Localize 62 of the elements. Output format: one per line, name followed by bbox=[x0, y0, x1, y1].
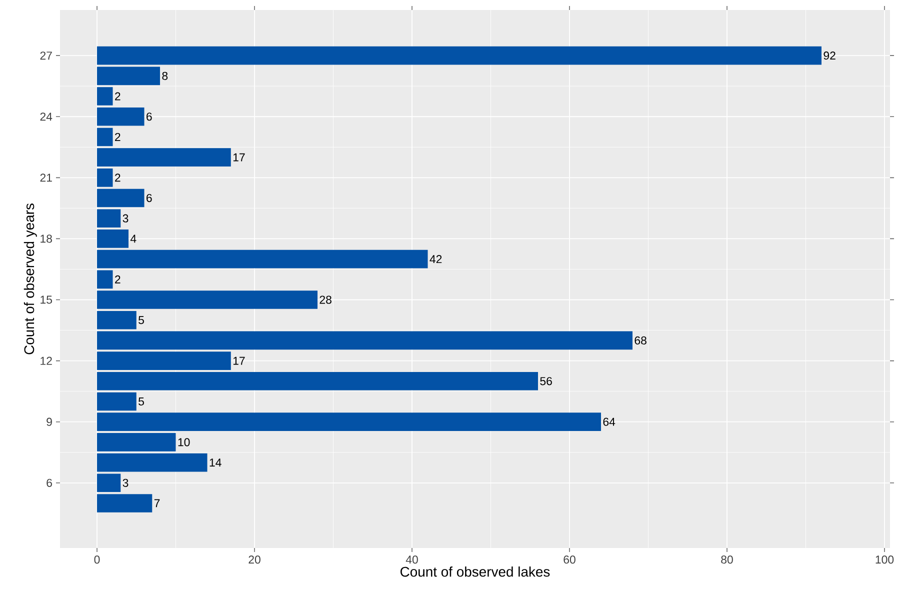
bar bbox=[97, 270, 113, 289]
data-label: 7 bbox=[154, 499, 160, 508]
data-label: 64 bbox=[603, 418, 616, 426]
data-label: 42 bbox=[430, 255, 442, 264]
data-label: 2 bbox=[115, 174, 120, 182]
data-label: 4 bbox=[130, 234, 136, 243]
bar bbox=[97, 290, 318, 309]
x-tick-label: 0 bbox=[94, 556, 100, 564]
bar bbox=[97, 352, 231, 370]
data-label: 17 bbox=[233, 356, 245, 365]
y-tick-label: 18 bbox=[40, 234, 52, 243]
y-tick-label: 15 bbox=[40, 296, 52, 304]
bar bbox=[97, 372, 538, 390]
bar bbox=[97, 433, 176, 452]
y-tick-label: 6 bbox=[46, 478, 52, 487]
x-tick-label: 60 bbox=[564, 556, 576, 564]
data-label: 2 bbox=[115, 92, 120, 100]
data-label: 6 bbox=[146, 194, 152, 202]
bar bbox=[97, 453, 208, 472]
data-label: 28 bbox=[320, 296, 332, 304]
data-label: 17 bbox=[233, 153, 245, 162]
data-label: 2 bbox=[115, 275, 120, 284]
data-label: 3 bbox=[122, 214, 128, 222]
bar bbox=[97, 392, 136, 411]
data-label: 56 bbox=[540, 377, 552, 386]
x-axis-title: Count of observed lakes bbox=[400, 566, 550, 577]
y-tick-label: 24 bbox=[40, 112, 52, 121]
bar bbox=[97, 107, 144, 126]
bar bbox=[97, 412, 602, 431]
y-tick-label: 9 bbox=[46, 418, 52, 426]
data-label: 5 bbox=[138, 398, 144, 406]
bar bbox=[97, 128, 113, 146]
data-label: 5 bbox=[138, 316, 144, 324]
y-tick-label: 12 bbox=[40, 356, 52, 365]
bar bbox=[97, 331, 633, 350]
bar bbox=[97, 209, 121, 228]
bar bbox=[97, 87, 113, 106]
bar bbox=[97, 188, 144, 208]
bar bbox=[97, 168, 113, 187]
x-tick-label: 100 bbox=[876, 556, 894, 564]
data-label: 6 bbox=[146, 112, 152, 121]
x-tick-label: 80 bbox=[721, 556, 733, 564]
bar bbox=[97, 66, 160, 86]
bar bbox=[97, 148, 231, 166]
x-tick-label: 40 bbox=[406, 556, 418, 564]
data-label: 92 bbox=[824, 52, 836, 60]
bar bbox=[97, 250, 428, 268]
data-label: 8 bbox=[162, 72, 168, 80]
data-label: 68 bbox=[634, 336, 646, 344]
data-label: 2 bbox=[115, 132, 120, 141]
bar bbox=[97, 474, 121, 492]
data-label: 3 bbox=[122, 478, 128, 487]
bar bbox=[97, 494, 152, 512]
y-tick-label: 21 bbox=[40, 174, 52, 182]
y-tick-label: 27 bbox=[40, 52, 52, 60]
x-tick-label: 20 bbox=[248, 556, 260, 564]
bar bbox=[97, 46, 822, 65]
bar bbox=[97, 230, 129, 248]
data-label: 14 bbox=[210, 458, 222, 466]
data-label: 10 bbox=[178, 438, 190, 446]
bar bbox=[97, 310, 136, 330]
y-axis-title: Count of observed years bbox=[24, 204, 37, 354]
